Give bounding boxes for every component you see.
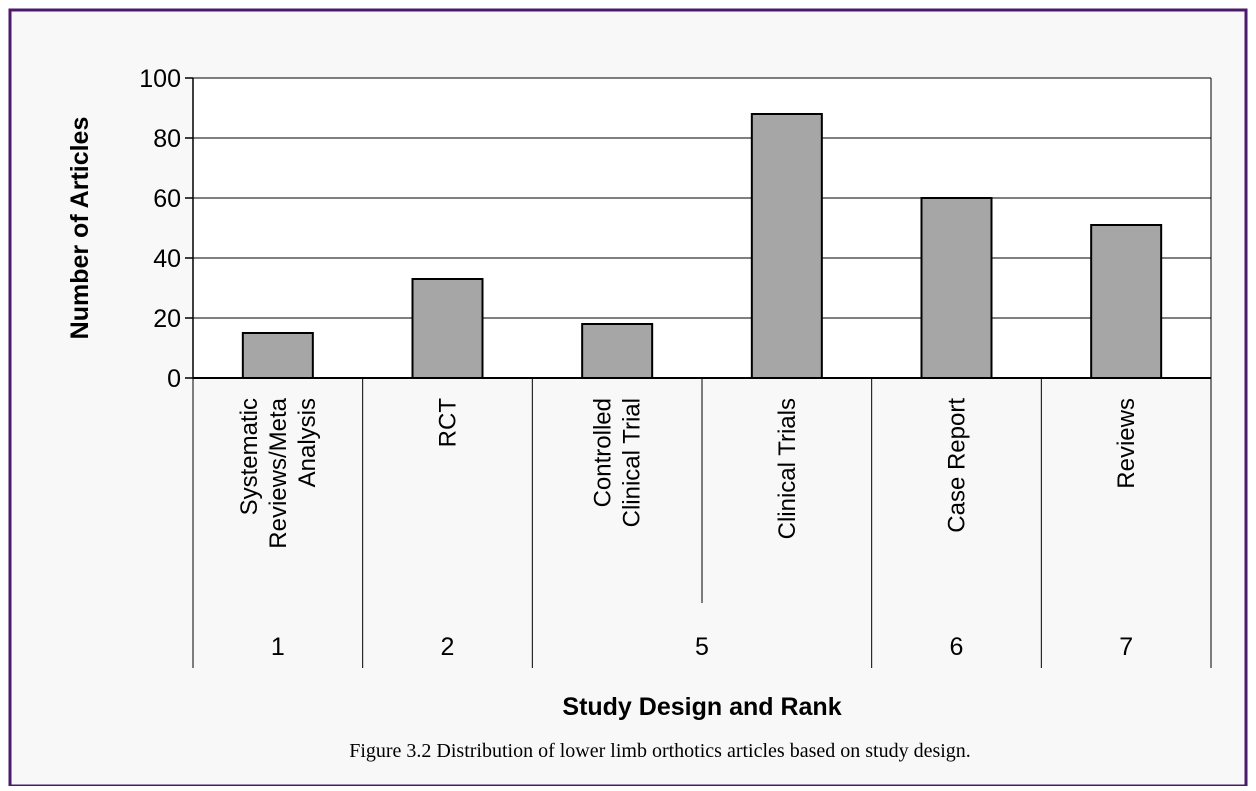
y-tick-label: 0 <box>167 365 181 393</box>
bars <box>241 113 1163 379</box>
grid-lines <box>193 77 1212 378</box>
x-category-label: Clinical Trials <box>774 398 801 539</box>
rank-label: 6 <box>950 633 964 661</box>
x-category-label-line: Controlled <box>590 398 617 507</box>
rank-label: 1 <box>271 633 285 661</box>
bar <box>581 323 654 379</box>
x-category-label-line: Clinical Trial <box>619 398 646 527</box>
x-category-label: SystematicReviews/MetaAnalysis <box>236 397 321 548</box>
x-category-label-line: Reviews/Meta <box>265 397 292 548</box>
rank-label: 5 <box>695 633 709 661</box>
bar <box>411 278 484 379</box>
y-axis-ticks: 0 20 40 60 80 100 <box>139 65 194 393</box>
y-tick-label: 80 <box>153 125 181 153</box>
rank-label: 2 <box>441 633 455 661</box>
bar <box>920 197 993 379</box>
bar <box>241 332 314 379</box>
x-category-label-line: Case Report <box>944 398 971 533</box>
x-axis-title: Study Design and Rank <box>562 693 841 721</box>
figure-caption: Figure 3.2 Distribution of lower limb or… <box>349 740 971 762</box>
x-category-label: Reviews <box>1113 398 1140 489</box>
x-category-label-line: Clinical Trials <box>774 398 801 539</box>
bar <box>1090 224 1163 379</box>
x-category-label-line: RCT <box>435 398 462 448</box>
x-category-label-line: Systematic <box>236 398 263 515</box>
x-category-label-line: Reviews <box>1113 398 1140 489</box>
x-category-label-line: Analysis <box>294 398 321 487</box>
x-axis: SystematicReviews/MetaAnalysis RCT Control… <box>192 377 1212 668</box>
y-axis-title: Number of Articles <box>66 117 94 340</box>
y-tick-label: 20 <box>153 305 181 333</box>
x-category-label: RCT <box>435 398 462 448</box>
plot-area <box>193 78 1211 378</box>
x-category-label: ControlledClinical Trial <box>590 398 646 527</box>
y-tick-label: 40 <box>153 245 181 273</box>
y-tick-label: 100 <box>139 65 181 93</box>
rank-label: 7 <box>1119 633 1133 661</box>
y-tick-label: 60 <box>153 185 181 213</box>
bar <box>750 113 823 379</box>
x-category-label: Case Report <box>944 398 971 533</box>
